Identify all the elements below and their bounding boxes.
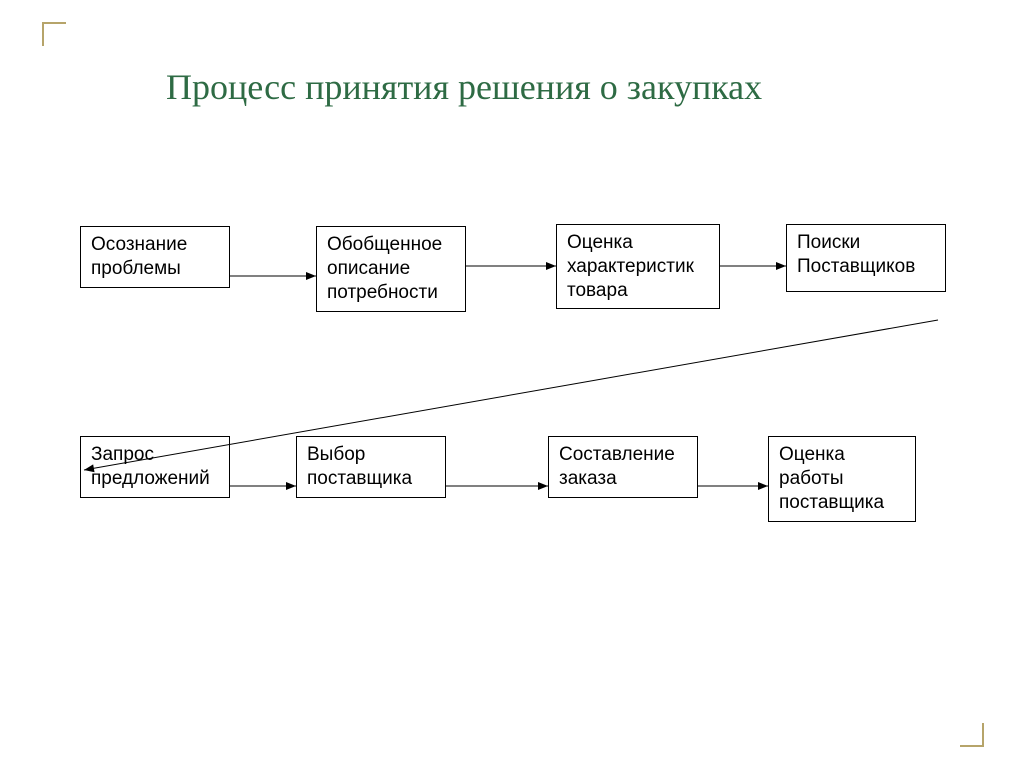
flowchart-arrows (0, 0, 1024, 767)
flow-node-n4: ПоискиПоставщиков (786, 224, 946, 292)
flow-node-n5: Запроспредложений (80, 436, 230, 498)
flow-node-n1: Осознаниепроблемы (80, 226, 230, 288)
flow-node-n6: Выборпоставщика (296, 436, 446, 498)
page-title: Процесс принятия решения о закупках (166, 66, 762, 108)
flow-node-n7: Составлениезаказа (548, 436, 698, 498)
flow-node-n2: Обобщенноеописаниепотребности (316, 226, 466, 312)
decor-corner-bottom-right (960, 723, 984, 747)
decor-corner-top-left (42, 22, 66, 46)
flow-node-n8: Оценкаработыпоставщика (768, 436, 916, 522)
flow-node-n3: Оценкахарактеристиктовара (556, 224, 720, 309)
